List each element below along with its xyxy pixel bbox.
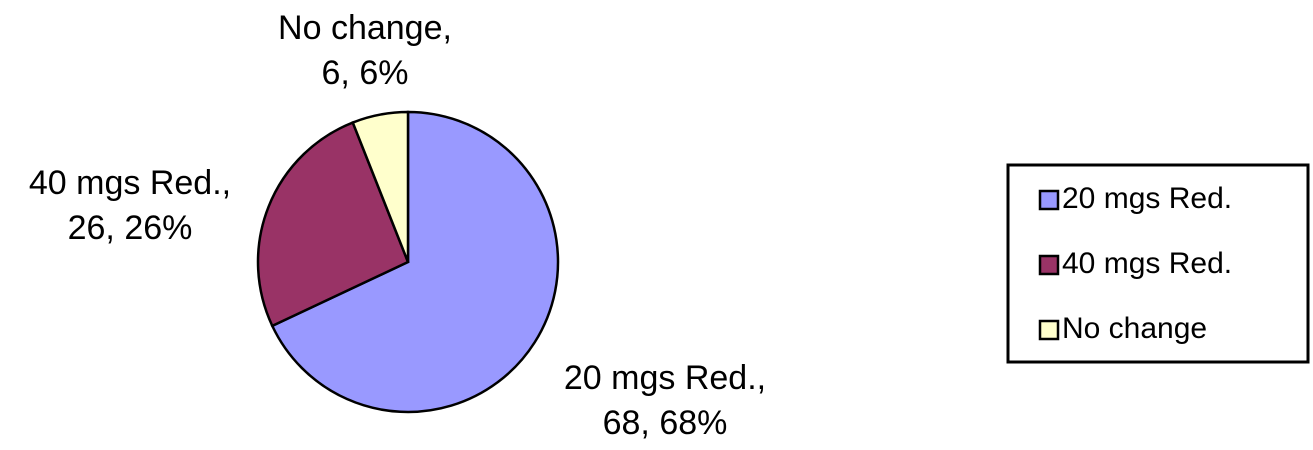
data-label: 40 mgs Red., 26, 26% (29, 164, 231, 247)
pie-slice (256, 120, 410, 328)
legend-swatch (1038, 189, 1060, 211)
legend-label: No change (1062, 312, 1207, 345)
legend-swatch (1038, 319, 1060, 341)
data-label: No change, 6, 6% (278, 9, 452, 92)
pie-slice (351, 110, 410, 263)
legend-label: 20 mgs Red. (1062, 182, 1232, 215)
legend-swatch (1038, 254, 1060, 276)
legend-label: 40 mgs Red. (1062, 247, 1232, 280)
data-label: 20 mgs Red., 68, 68% (564, 359, 766, 442)
pie-slice (270, 110, 560, 414)
